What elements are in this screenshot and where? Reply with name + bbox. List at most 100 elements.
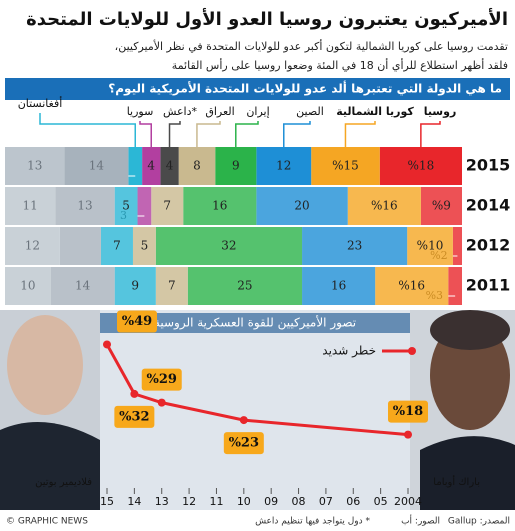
bar-segment — [5, 187, 56, 225]
data-label: 7 — [113, 239, 121, 253]
bar-segment — [375, 267, 449, 305]
data-label: 13 — [77, 199, 92, 213]
data-label: 12 — [276, 159, 291, 173]
x-tick-label: 15 — [100, 495, 114, 508]
x-tick-label: 2004 — [394, 495, 422, 508]
bar-segment — [132, 227, 156, 265]
data-label: 9 — [232, 159, 240, 173]
label-box — [223, 432, 264, 455]
legend-dot — [408, 347, 416, 355]
bar-segment — [155, 227, 303, 265]
legend-leader — [344, 121, 376, 147]
data-label: %32 — [119, 409, 149, 424]
legend-label: داعش* — [163, 105, 198, 118]
bar-segment — [114, 187, 138, 225]
legend-leader — [283, 121, 311, 147]
bar-segment — [50, 267, 115, 305]
x-tick-label: 08 — [292, 495, 306, 508]
bar-segment — [142, 147, 161, 185]
line-chart-title: تصور الأميركيين للقوة العسكرية الروسية — [154, 315, 356, 331]
point — [130, 389, 139, 398]
question-bar — [5, 78, 510, 100]
year-label: 2014 — [466, 196, 511, 215]
bar-segment — [183, 187, 257, 225]
bar-segment — [452, 227, 462, 265]
subtitle: فلقد أظهر استطلاع للرأي أن 18 في المئة و… — [172, 58, 508, 72]
x-tick-label: 11 — [209, 495, 223, 508]
data-label: %23 — [229, 436, 259, 451]
legend-leader — [235, 121, 259, 147]
point — [239, 416, 248, 425]
bar-segment — [256, 187, 348, 225]
legend-leader — [168, 121, 181, 147]
bar-segment — [187, 267, 303, 305]
data-label: 13 — [27, 159, 42, 173]
bar-segment — [302, 267, 376, 305]
bar-segment — [178, 147, 216, 185]
legend-label: سوريا — [127, 105, 154, 118]
data-label: %10 — [417, 239, 444, 253]
subtitle: تقدمت روسيا على كوريا الشمالية لتكون أكب… — [115, 39, 508, 53]
bar-segment — [114, 267, 156, 305]
putin-photo — [0, 310, 100, 510]
data-label: 4 — [147, 159, 155, 173]
data-label: %16 — [398, 279, 425, 293]
bar-segment — [215, 147, 257, 185]
annotation: فلاديمير بوتين — [35, 477, 92, 488]
legend-leader — [39, 113, 136, 147]
bar-segment — [128, 147, 143, 185]
label-box — [117, 310, 157, 333]
data-label: 4 — [166, 159, 174, 173]
data-label: 12 — [25, 239, 40, 253]
bar-segment — [100, 227, 133, 265]
legend-label: إيران — [246, 105, 269, 118]
line-title-bar — [100, 313, 410, 333]
credit: © GRAPHIC NEWS — [6, 517, 88, 527]
data-label: 5 — [141, 239, 149, 253]
footnote: * دول يتواجد فيها تنظيم داعش — [255, 517, 370, 527]
legend-label: الصين — [296, 105, 324, 118]
data-label: 16 — [331, 279, 346, 293]
label-box — [141, 368, 182, 391]
bar-segment — [55, 187, 115, 225]
data-label: 25 — [237, 279, 252, 293]
title: الأميركيون يعتبرون روسيا العدو الأول للو… — [26, 8, 508, 30]
bar-segment — [256, 147, 312, 185]
bar-segment — [59, 227, 101, 265]
data-label: 7 — [168, 279, 176, 293]
data-label: %29 — [147, 372, 177, 387]
bar-segment — [5, 267, 51, 305]
data-label: 11 — [22, 199, 37, 213]
x-tick-label: 09 — [264, 495, 278, 508]
data-label: 7 — [163, 199, 171, 213]
bar-segment — [151, 187, 184, 225]
legend-leader — [139, 121, 152, 147]
year-label: 2015 — [466, 156, 511, 175]
bar-segment — [420, 187, 462, 225]
label-box — [388, 400, 428, 423]
data-label: 8 — [193, 159, 201, 173]
data-label: 20 — [294, 199, 309, 213]
bar-segment — [407, 227, 453, 265]
point — [404, 430, 412, 439]
legend-label: كوريا الشمالية — [336, 105, 414, 118]
bar-segment — [347, 187, 421, 225]
label-box — [114, 405, 155, 428]
line-chart: 15 14 13 12 11 10 09 08 07 06 05 2004 %49 %32 %29 %23 %1… — [100, 310, 428, 508]
bar-segment — [160, 147, 179, 185]
bar-segment — [302, 227, 408, 265]
bar-segment — [311, 147, 380, 185]
data-label: %15 — [332, 159, 359, 173]
data-label: %18 — [393, 404, 423, 419]
data-label: 16 — [212, 199, 227, 213]
year-label: 2011 — [466, 276, 511, 295]
point — [157, 398, 166, 407]
year-label: 2012 — [466, 236, 511, 255]
legend-leader — [420, 121, 441, 147]
data-label: 14 — [89, 159, 105, 173]
x-tick-label: 14 — [127, 495, 141, 508]
bar-segment — [448, 267, 462, 305]
photo-credit: الصور: أب — [401, 515, 440, 527]
